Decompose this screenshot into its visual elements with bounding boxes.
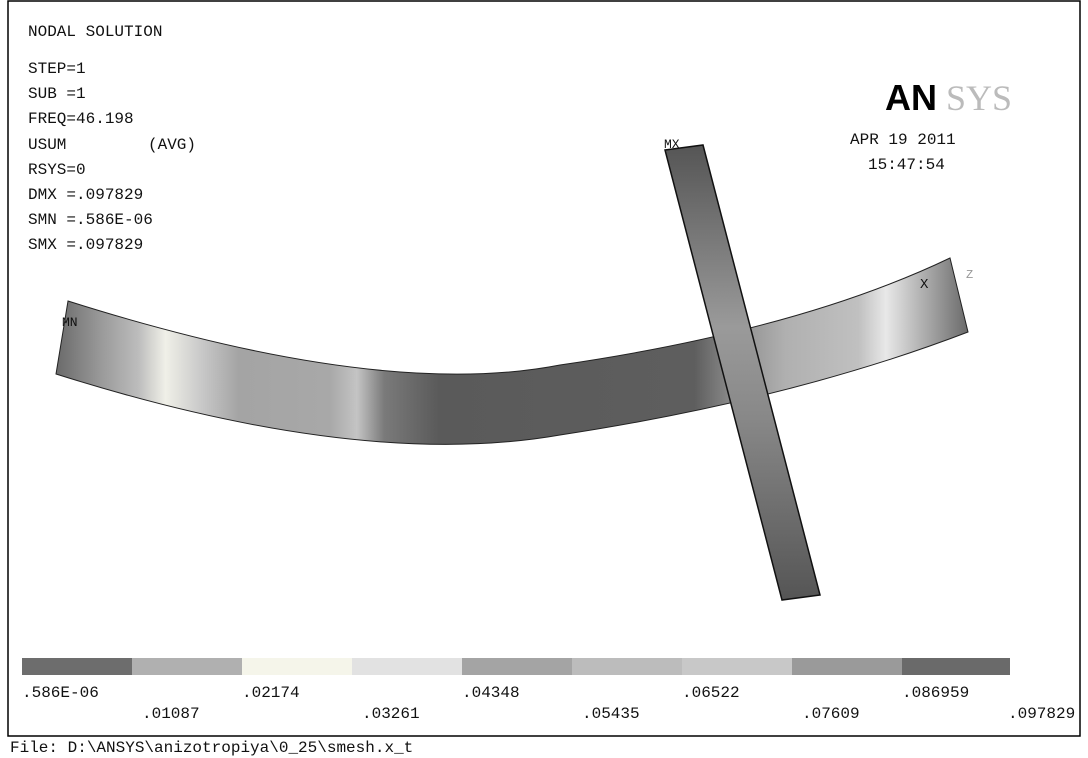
min-label: MN: [62, 315, 78, 330]
legend-label: .07609: [802, 705, 860, 723]
info-line: DMX =.097829: [28, 186, 143, 204]
beam: [56, 258, 968, 444]
logo-bold: AN: [885, 77, 937, 118]
legend-swatch: [132, 658, 242, 675]
legend-swatch: [682, 658, 792, 675]
legend-label: .03261: [362, 705, 420, 723]
info-line: SMN =.586E-06: [28, 211, 153, 229]
legend-swatch: [902, 658, 1010, 675]
info-line: SUB =1: [28, 85, 86, 103]
date: APR 19 2011: [850, 131, 956, 149]
legend-bar: [22, 658, 1010, 675]
file-path: File: D:\ANSYS\anizotropiya\0_25\smesh.x…: [10, 739, 413, 757]
logo-light: SYS: [946, 78, 1012, 118]
legend-swatch: [352, 658, 462, 675]
time: 15:47:54: [868, 156, 945, 174]
axis-x-label: X: [920, 277, 929, 293]
legend-label: .05435: [582, 705, 640, 723]
info-line: RSYS=0: [28, 161, 86, 179]
title: NODAL SOLUTION: [28, 23, 162, 41]
info-line: FREQ=46.198: [28, 110, 134, 128]
info-line: (AVG): [148, 136, 196, 154]
legend-swatch: [242, 658, 352, 675]
info-line: SMX =.097829: [28, 236, 143, 254]
page: NODAL SOLUTION STEP=1 SUB =1 FREQ=46.198…: [0, 0, 1088, 758]
legend-label: .04348: [462, 684, 520, 702]
info-line: STEP=1: [28, 60, 86, 78]
legend-label: .06522: [682, 684, 740, 702]
max-label: MX: [664, 137, 680, 152]
legend-swatch: [792, 658, 902, 675]
legend-swatch: [572, 658, 682, 675]
legend-label: .097829: [1008, 705, 1075, 723]
ansys-plot: NODAL SOLUTION STEP=1 SUB =1 FREQ=46.198…: [0, 0, 1088, 758]
legend-label: .086959: [902, 684, 969, 702]
legend-swatch: [22, 658, 132, 675]
legend-swatch: [462, 658, 572, 675]
legend-label: .586E-06: [22, 684, 99, 702]
legend-label: .02174: [242, 684, 300, 702]
axis-z-label: Z: [966, 268, 973, 282]
info-line: USUM: [28, 136, 66, 154]
legend-label: .01087: [142, 705, 200, 723]
